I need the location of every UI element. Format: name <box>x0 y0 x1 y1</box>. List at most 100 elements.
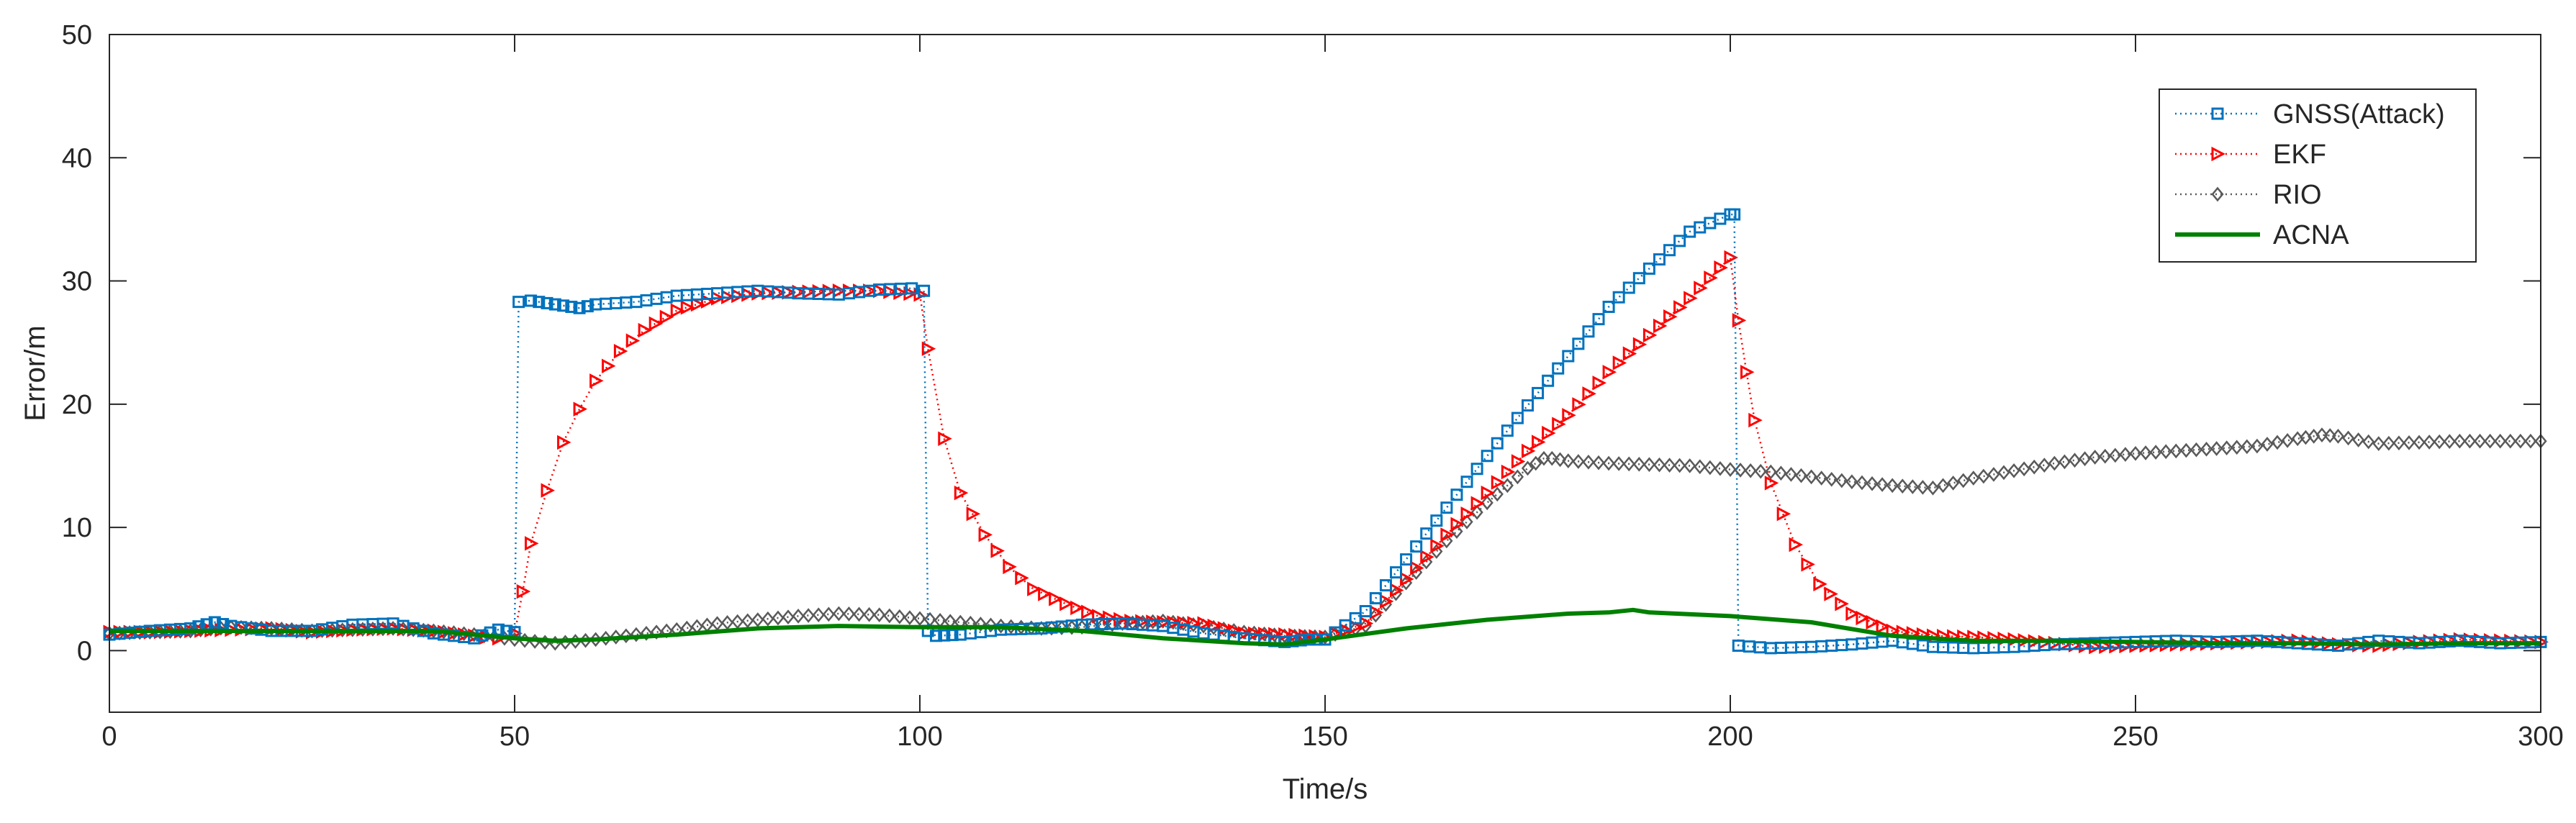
data-point-ekf <box>589 373 604 388</box>
data-point-rio <box>1926 480 1940 496</box>
data-point-gnss-attack <box>1642 262 1655 275</box>
data-point-ekf <box>954 485 969 501</box>
data-point-ekf <box>525 536 539 551</box>
data-point-ekf <box>541 483 555 498</box>
data-point-gnss-attack <box>512 296 525 309</box>
data-point-ekf <box>1612 355 1627 370</box>
data-point-rio <box>2017 461 2030 477</box>
data-point-rio <box>852 606 866 622</box>
data-point-ekf <box>638 322 653 338</box>
data-point-rio <box>1501 478 1514 494</box>
data-point-ekf <box>573 401 588 417</box>
data-point-ekf <box>1015 570 1029 586</box>
data-point-gnss-attack <box>1430 514 1443 527</box>
data-point-rio <box>2473 433 2487 449</box>
data-point-rio <box>1653 457 1666 473</box>
data-point-gnss-attack <box>1481 450 1493 463</box>
data-point-gnss-attack <box>1491 437 1504 450</box>
data-point-rio <box>1734 463 1747 478</box>
data-point-gnss-attack <box>1622 281 1635 294</box>
data-point-rio <box>1845 474 1858 490</box>
data-point-gnss-attack <box>1501 424 1514 437</box>
data-point-gnss-attack <box>1390 566 1403 579</box>
data-point-ekf <box>1740 365 1755 380</box>
data-point-gnss-attack <box>1653 253 1666 266</box>
x-tick-label: 250 <box>2112 722 2158 752</box>
data-point-rio <box>610 629 623 645</box>
data-point-gnss-attack <box>557 299 570 312</box>
data-point-rio <box>2169 443 2182 459</box>
data-point-ekf <box>921 341 936 356</box>
data-point-rio <box>2372 436 2385 451</box>
data-point-gnss-attack <box>1592 313 1605 326</box>
data-point-rio <box>1545 450 1558 466</box>
data-point-ekf <box>1886 623 1901 639</box>
x-tick-label: 0 <box>101 722 117 752</box>
data-point-ekf <box>1876 619 1891 635</box>
data-point-gnss-attack <box>184 622 197 635</box>
data-point-rio <box>1724 462 1737 477</box>
data-point-ekf <box>1460 506 1475 522</box>
legend-marker-ekf <box>2211 146 2225 162</box>
data-point-ekf <box>1776 506 1791 522</box>
data-point-ekf <box>1866 614 1880 630</box>
data-point-rio <box>2323 428 2336 443</box>
data-point-ekf <box>1572 397 1586 412</box>
data-point-ekf <box>1789 537 1804 553</box>
data-point-ekf <box>1511 454 1526 469</box>
data-point-rio <box>1572 454 1585 469</box>
data-point-rio <box>620 628 633 644</box>
data-point-gnss-attack <box>548 298 561 311</box>
data-point-rio <box>2433 434 2446 450</box>
data-point-rio <box>1947 476 1960 491</box>
data-point-rio <box>802 608 815 623</box>
data-point-ekf <box>1400 571 1414 587</box>
data-point-rio <box>2524 433 2537 449</box>
data-point-gnss-attack <box>1572 337 1585 350</box>
data-point-gnss-attack <box>581 300 594 313</box>
data-point-rio <box>2089 450 2102 465</box>
data-point-rio <box>2463 433 2477 449</box>
data-point-rio <box>913 611 926 627</box>
data-point-rio <box>1642 457 1656 473</box>
data-point-rio <box>2099 448 2112 464</box>
data-point-rio <box>1460 514 1473 529</box>
data-point-rio <box>741 613 754 629</box>
data-point-ekf <box>1824 586 1838 601</box>
data-point-gnss-attack <box>1582 325 1595 338</box>
data-point-ekf <box>1592 376 1606 391</box>
data-point-ekf <box>1835 596 1849 611</box>
data-point-gnss-attack <box>1673 235 1686 247</box>
data-point-rio <box>792 609 805 624</box>
data-point-gnss-attack <box>1450 488 1463 501</box>
data-point-rio <box>761 611 774 627</box>
data-point-gnss-attack <box>1663 244 1676 257</box>
data-point-ekf <box>1481 485 1496 501</box>
x-tick-label: 100 <box>897 722 942 752</box>
data-point-rio <box>2352 432 2365 447</box>
data-point-rio <box>2210 441 2223 456</box>
data-point-ekf <box>1522 443 1536 459</box>
data-point-rio <box>2315 427 2328 442</box>
data-point-ekf <box>659 309 674 324</box>
data-point-ekf <box>1582 386 1596 401</box>
data-point-rio <box>1794 468 1808 483</box>
data-point-gnss-attack <box>1349 611 1362 624</box>
data-point-gnss-attack <box>1410 540 1423 553</box>
data-point-rio <box>1977 468 1990 484</box>
data-point-gnss-attack <box>1562 350 1575 363</box>
data-point-rio <box>1632 456 1645 472</box>
data-point-rio <box>2341 430 2355 446</box>
data-point-ekf <box>1694 281 1708 296</box>
data-point-rio <box>1774 465 1788 481</box>
data-point-gnss-attack <box>1400 553 1413 566</box>
legend-label-ekf: EKF <box>2273 140 2326 170</box>
data-point-ekf <box>1081 604 1095 619</box>
data-point-rio <box>2200 441 2213 457</box>
data-point-ekf <box>1049 591 1063 606</box>
data-point-rio <box>2382 435 2395 451</box>
data-point-rio <box>326 622 339 638</box>
data-point-rio <box>2413 435 2426 450</box>
data-point-ekf <box>913 287 928 302</box>
